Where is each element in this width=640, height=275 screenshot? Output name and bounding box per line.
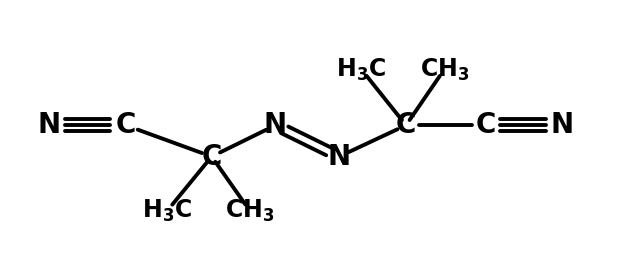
Text: C: C [115, 111, 136, 139]
Text: N: N [328, 142, 351, 170]
Text: $\mathbf{H_3C}$: $\mathbf{H_3C}$ [337, 56, 387, 82]
Text: N: N [264, 111, 287, 139]
Text: C: C [476, 111, 496, 139]
Text: C: C [202, 142, 222, 170]
Text: C: C [396, 111, 416, 139]
Text: N: N [550, 111, 573, 139]
Text: N: N [38, 111, 61, 139]
Text: $\mathbf{H_3C}$: $\mathbf{H_3C}$ [142, 198, 192, 224]
Text: $\mathbf{CH_3}$: $\mathbf{CH_3}$ [419, 56, 469, 82]
Text: $\mathbf{CH_3}$: $\mathbf{CH_3}$ [225, 198, 275, 224]
